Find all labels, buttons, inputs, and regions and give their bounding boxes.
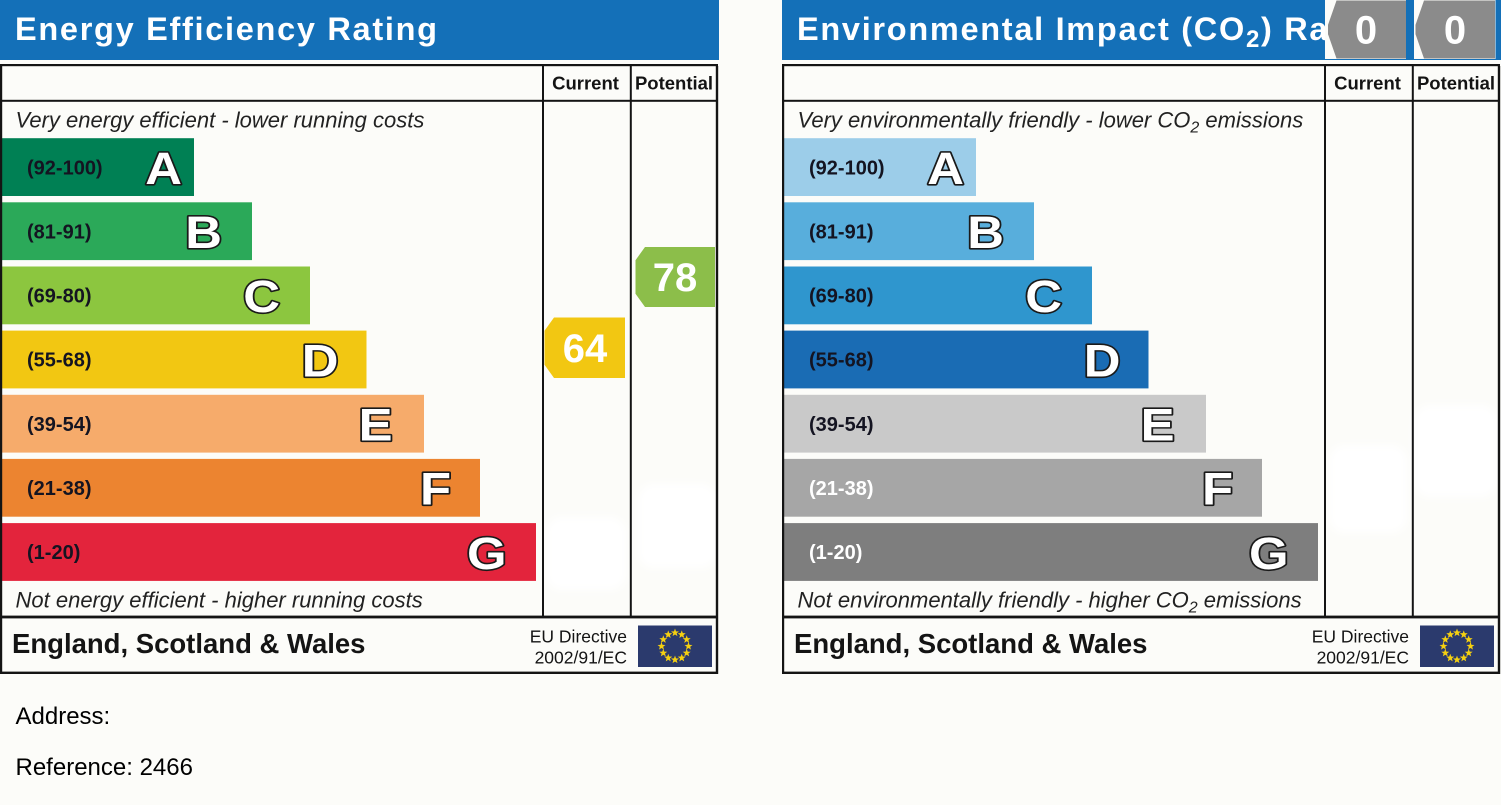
svg-text:(81-91): (81-91) <box>809 221 873 243</box>
svg-text:EU Directive: EU Directive <box>1312 627 1409 647</box>
svg-text:2002/91/EC: 2002/91/EC <box>1317 648 1409 668</box>
svg-text:A: A <box>145 145 182 195</box>
svg-text:E: E <box>1141 401 1175 451</box>
svg-text:F: F <box>420 465 451 515</box>
svg-text:EU Directive: EU Directive <box>530 627 627 647</box>
svg-text:78: 78 <box>653 256 698 300</box>
svg-text:F: F <box>1202 465 1233 515</box>
svg-text:G: G <box>467 529 507 579</box>
svg-text:0: 0 <box>1355 9 1377 53</box>
svg-text:(92-100): (92-100) <box>27 157 103 179</box>
svg-text:0: 0 <box>1444 9 1466 53</box>
svg-text:(21-38): (21-38) <box>27 478 91 500</box>
svg-text:(69-80): (69-80) <box>809 286 873 308</box>
svg-text:D: D <box>1084 337 1121 387</box>
svg-text:B: B <box>185 209 222 259</box>
svg-text:(1-20): (1-20) <box>27 542 80 564</box>
svg-text:B: B <box>967 209 1004 259</box>
svg-text:Current: Current <box>1334 73 1401 94</box>
svg-text:64: 64 <box>563 327 608 371</box>
svg-text:England, Scotland & Wales: England, Scotland & Wales <box>794 628 1147 659</box>
svg-text:(81-91): (81-91) <box>27 221 91 243</box>
svg-text:D: D <box>302 337 339 387</box>
svg-text:G: G <box>1249 529 1289 579</box>
svg-text:Environmental Impact (CO2) Rat: Environmental Impact (CO2) Rating <box>797 11 1396 53</box>
svg-text:(92-100): (92-100) <box>809 157 885 179</box>
svg-text:(55-68): (55-68) <box>27 350 91 372</box>
svg-text:Not environmentally friendly -: Not environmentally friendly - higher CO… <box>798 588 1302 617</box>
svg-text:Very environmentally friendly: Very environmentally friendly - lower CO… <box>798 108 1304 137</box>
svg-text:C: C <box>243 273 280 323</box>
svg-text:England, Scotland & Wales: England, Scotland & Wales <box>12 628 365 659</box>
svg-text:(55-68): (55-68) <box>809 350 873 372</box>
svg-text:E: E <box>359 401 393 451</box>
svg-text:(69-80): (69-80) <box>27 286 91 308</box>
svg-text:C: C <box>1025 273 1062 323</box>
svg-text:(21-38): (21-38) <box>809 478 873 500</box>
svg-text:Potential: Potential <box>635 73 713 94</box>
svg-text:(39-54): (39-54) <box>27 414 91 436</box>
svg-text:A: A <box>927 145 964 195</box>
svg-text:Current: Current <box>552 73 619 94</box>
svg-text:(39-54): (39-54) <box>809 414 873 436</box>
svg-text:Potential: Potential <box>1417 73 1495 94</box>
svg-text:Not energy efficient - higher: Not energy efficient - higher running co… <box>16 588 423 613</box>
svg-text:(1-20): (1-20) <box>809 542 862 564</box>
svg-text:Very energy efficient - lower: Very energy efficient - lower running co… <box>16 108 425 133</box>
svg-text:2002/91/EC: 2002/91/EC <box>535 648 627 668</box>
svg-text:Energy Efficiency Rating: Energy Efficiency Rating <box>15 11 439 47</box>
